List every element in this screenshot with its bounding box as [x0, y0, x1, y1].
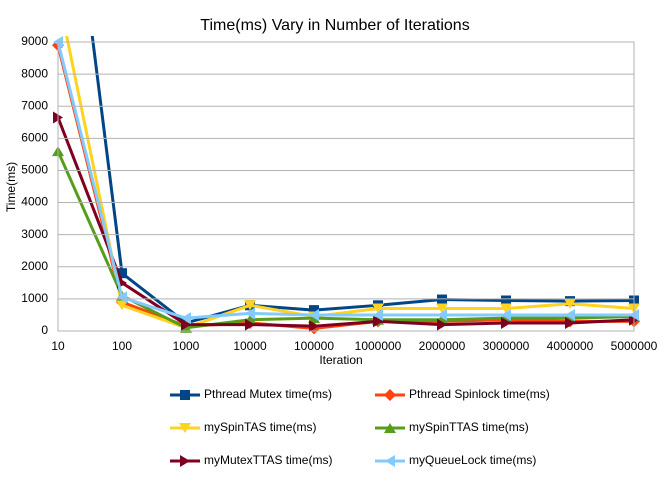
legend-marker — [180, 455, 190, 467]
legend-label: mySpinTTAS time(ms) — [409, 420, 529, 434]
data-point — [117, 291, 127, 304]
data-point — [180, 322, 192, 333]
series-line — [65, 36, 635, 330]
x-tick-label: 10 — [51, 339, 65, 353]
plot-area — [52, 36, 640, 335]
chart-title: Time(ms) Vary in Number of Iterations — [200, 17, 469, 34]
y-tick-label: 9000 — [21, 34, 48, 48]
data-point — [309, 320, 319, 333]
x-tick-label: 10000 — [233, 339, 267, 353]
y-tick-label: 6000 — [21, 131, 48, 145]
legend-label: myQueueLock time(ms) — [409, 453, 536, 467]
data-point — [372, 303, 384, 314]
series-line — [56, 116, 635, 328]
y-axis-label: Time(ms) — [4, 162, 18, 212]
data-point — [245, 318, 255, 331]
y-tick-label: 7000 — [21, 98, 48, 112]
legend-marker — [179, 423, 191, 433]
y-tick-label: 2000 — [21, 259, 48, 273]
data-point — [245, 307, 255, 320]
legend-label: mySpinTAS time(ms) — [204, 420, 316, 434]
x-tick-label: 2000000 — [419, 339, 466, 353]
data-point — [564, 298, 576, 309]
data-point — [116, 300, 128, 311]
x-tick-label: 3000000 — [483, 339, 530, 353]
data-point — [373, 315, 383, 328]
data-point — [436, 303, 448, 314]
legend-marker — [385, 455, 395, 467]
y-tick-label: 3000 — [21, 227, 48, 241]
series-line — [56, 44, 634, 330]
series-line — [56, 150, 635, 330]
legend-marker — [180, 390, 190, 400]
y-tick-label: 4000 — [21, 195, 48, 209]
data-point — [565, 316, 575, 329]
series-line — [56, 41, 634, 320]
data-point — [565, 308, 575, 321]
legend-label: Pthread Mutex time(ms) — [204, 387, 332, 401]
x-tick-label: 100 — [112, 339, 132, 353]
series-line — [90, 36, 635, 325]
x-tick-label: 4000000 — [547, 339, 594, 353]
data-point — [244, 300, 256, 311]
data-point — [309, 305, 319, 316]
data-point — [117, 268, 127, 279]
legend-label: Pthread Spinlock time(ms) — [409, 387, 550, 401]
y-tick-label: 0 — [41, 323, 48, 337]
x-tick-label: 5000000 — [611, 339, 658, 353]
data-point — [501, 295, 511, 306]
legend-marker — [384, 423, 396, 433]
y-tick-label: 1000 — [21, 291, 48, 305]
plot-frame — [57, 41, 635, 332]
legend-label: myMutexTTAS time(ms) — [204, 453, 332, 467]
data-point — [181, 312, 191, 325]
data-point — [501, 316, 511, 329]
data-point — [437, 318, 447, 331]
x-tick-label: 1000 — [173, 339, 200, 353]
data-point — [308, 313, 320, 324]
data-point — [309, 308, 319, 321]
y-tick-label: 8000 — [21, 66, 48, 80]
x-tick-label: 100000 — [294, 339, 334, 353]
data-point — [437, 308, 447, 321]
data-point — [373, 308, 383, 321]
legend-marker — [384, 389, 396, 401]
data-point — [501, 308, 511, 321]
data-point — [437, 294, 447, 305]
x-axis-label: Iteration — [319, 353, 362, 367]
data-point — [500, 303, 512, 314]
x-tick-label: 1000000 — [355, 339, 402, 353]
data-point — [181, 318, 191, 331]
y-tick-label: 5000 — [21, 163, 48, 177]
